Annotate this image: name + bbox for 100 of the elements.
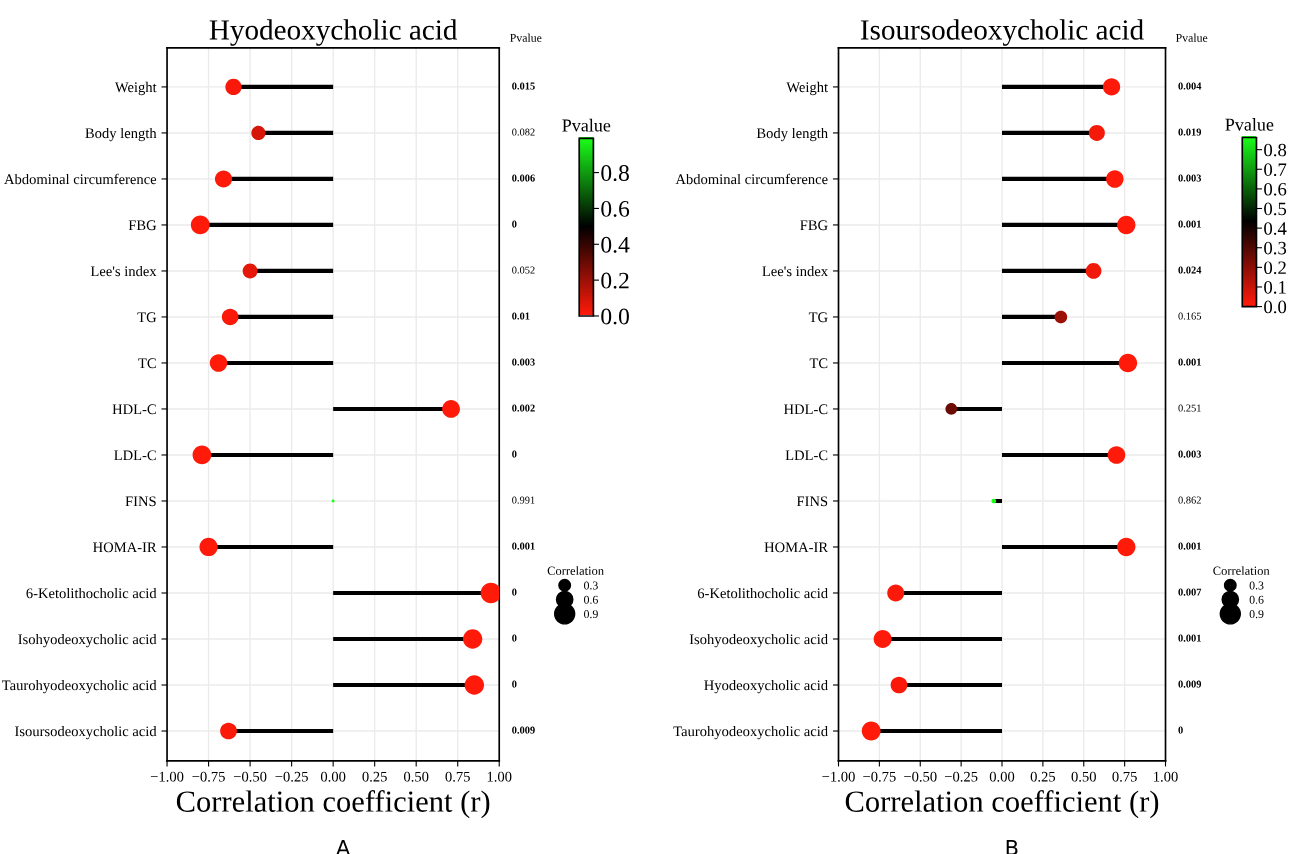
- text: Pvalue: [1175, 33, 1208, 42]
- x-tick-label: −1.00: [822, 771, 855, 782]
- color-bar-label: 0.8: [601, 165, 629, 182]
- color-bar-label: 0.4: [601, 236, 630, 253]
- text: 0.001: [1178, 542, 1201, 550]
- text: 0.015: [512, 82, 535, 90]
- text: 0: [1178, 726, 1183, 734]
- x-tick-label: 0.00: [989, 771, 1015, 782]
- x-axis-title: Correlation coefficient (r): [845, 790, 1159, 819]
- legend-label: 0.3: [1249, 581, 1264, 590]
- text: 0: [512, 634, 517, 642]
- y-tick-label: HDL-C: [783, 404, 828, 415]
- color-bar-title: Pvalue: [562, 118, 611, 132]
- y-tick-label: TC: [138, 358, 156, 369]
- color-bar-label: 0.2: [601, 272, 629, 289]
- point: [220, 722, 237, 740]
- point: [442, 400, 460, 418]
- point: [464, 675, 485, 695]
- y-tick-label: Body length: [756, 127, 828, 142]
- text: 0.003: [512, 358, 535, 366]
- chart-title: Isoursodeoxycholic acid: [860, 19, 1144, 46]
- x-tick-label: 0.25: [1030, 771, 1056, 782]
- point: [1117, 537, 1136, 557]
- y-tick-label: Weight: [786, 81, 828, 96]
- y-tick-label: HOMA-IR: [93, 542, 157, 553]
- color-bar-label: 0.6: [1264, 182, 1287, 196]
- y-tick-label: 6-Ketolithocholic acid: [697, 587, 828, 599]
- point: [1107, 446, 1126, 464]
- legend-label: 0.6: [584, 595, 598, 604]
- point: [225, 78, 242, 96]
- point: [209, 354, 228, 372]
- text: 0: [512, 680, 517, 688]
- x-tick-label: 0.50: [1071, 771, 1096, 782]
- text: Pvalue: [510, 33, 542, 42]
- y-tick-label: Abdominal circumference: [4, 173, 157, 185]
- text: 0.009: [1178, 680, 1202, 688]
- x-tick-label: 0.50: [403, 771, 429, 782]
- point: [242, 263, 258, 279]
- text: 0.002: [512, 404, 535, 412]
- legend-label: 0.9: [584, 610, 598, 619]
- color-bar-label: 0.7: [1264, 163, 1287, 177]
- y-tick-label: Isohyodeoxycholic acid: [689, 633, 828, 648]
- y-tick-label: Taurohyodeoxycholic acid: [2, 679, 157, 694]
- text: 0: [512, 450, 517, 458]
- y-tick-label: Weight: [114, 81, 157, 96]
- legend-label: 0.6: [1249, 595, 1264, 604]
- legend-title: Correlation: [1213, 566, 1270, 575]
- color-bar-title: Pvalue: [1225, 118, 1274, 131]
- y-tick-label: HOMA-IR: [764, 542, 829, 553]
- text: 0.003: [1178, 450, 1202, 458]
- color-bar-label: 0.1: [1264, 281, 1286, 294]
- y-tick-label: TG: [137, 312, 157, 323]
- x-axis-title: Correlation coefficient (r): [176, 790, 490, 819]
- text: 0.01: [512, 312, 530, 320]
- x-tick-label: 0.00: [320, 771, 346, 782]
- y-tick-label: Lee's index: [90, 265, 157, 277]
- text: 0.862: [1178, 496, 1201, 504]
- text: 0.001: [512, 542, 535, 550]
- y-tick-label: TC: [809, 358, 828, 369]
- text: 0: [512, 588, 517, 596]
- y-tick-label: FINS: [125, 496, 156, 507]
- point: [873, 630, 892, 648]
- color-bar-label: 0.3: [1264, 241, 1287, 255]
- y-tick-label: Taurohyodeoxycholic acid: [673, 725, 828, 740]
- text: 0.006: [512, 174, 535, 182]
- text: 0.004: [1178, 82, 1202, 90]
- color-bar-label: 0.0: [1264, 300, 1287, 314]
- text: 0.165: [1178, 312, 1202, 320]
- y-tick-label: LDL-C: [785, 450, 828, 461]
- y-tick-label: Hyodeoxycholic acid: [704, 679, 828, 694]
- text: 0.024: [1178, 266, 1202, 274]
- x-tick-label: 0.75: [1112, 771, 1137, 782]
- point: [192, 445, 212, 465]
- color-bar-label: 0.5: [1264, 202, 1287, 216]
- text: 0: [512, 220, 517, 228]
- y-tick-label: Abdominal circumference: [675, 173, 828, 185]
- x-tick-label: −1.00: [150, 771, 184, 782]
- text: 0.007: [1178, 588, 1202, 596]
- point: [199, 537, 218, 557]
- x-tick-label: −0.50: [904, 771, 937, 782]
- y-tick-label: Lee's index: [762, 265, 828, 277]
- text: 0.001: [1178, 220, 1201, 228]
- y-tick-label: Body length: [85, 127, 157, 142]
- point: [463, 629, 483, 649]
- point: [190, 215, 210, 235]
- point: [1085, 263, 1102, 279]
- chart-title: Hyodeoxycholic acid: [209, 19, 458, 46]
- y-tick-label: FINS: [796, 496, 828, 507]
- point: [1117, 215, 1136, 235]
- color-bar-label: 0.8: [1264, 143, 1287, 157]
- x-tick-label: −0.25: [944, 771, 978, 782]
- y-tick-label: FBG: [800, 220, 828, 231]
- text: 0.001: [1178, 358, 1201, 366]
- text: 0.052: [512, 266, 535, 274]
- color-bar-label: 0.0: [601, 308, 629, 325]
- point: [890, 676, 908, 694]
- x-tick-label: −0.50: [233, 771, 267, 782]
- point: [861, 721, 881, 741]
- y-tick-label: HDL-C: [112, 404, 156, 415]
- text: 0.009: [512, 726, 535, 734]
